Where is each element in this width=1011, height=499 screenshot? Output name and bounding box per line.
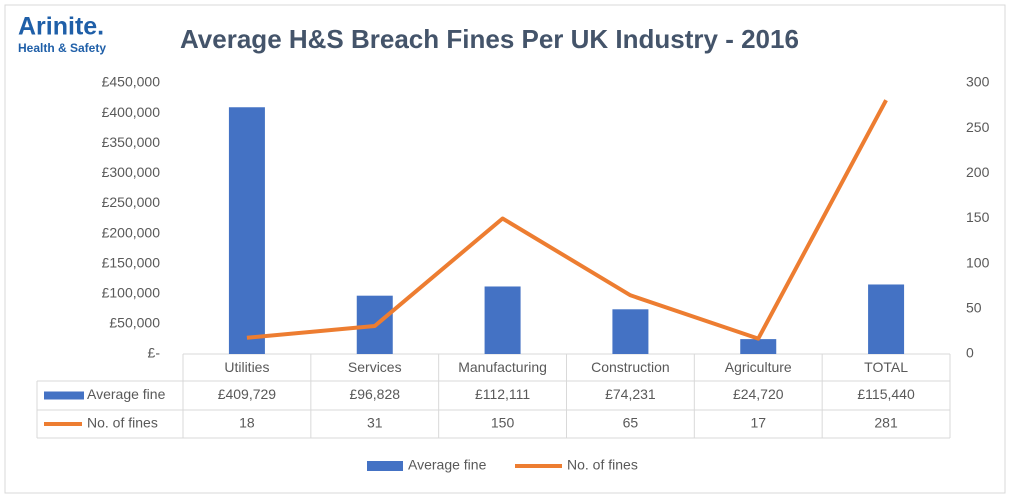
table-cell: £74,231 bbox=[605, 386, 656, 402]
chart-frame bbox=[4, 4, 1006, 494]
table-cell: £24,720 bbox=[733, 386, 784, 402]
chart-title: Average H&S Breach Fines Per UK Industry… bbox=[180, 24, 799, 54]
table-cell: 281 bbox=[874, 415, 898, 431]
table-cell: £115,440 bbox=[857, 386, 915, 402]
y-tick-label: £450,000 bbox=[102, 74, 161, 90]
logo-name: Arinite. bbox=[18, 13, 104, 41]
bar bbox=[612, 309, 649, 354]
y-tick-label: £150,000 bbox=[102, 254, 161, 270]
y-tick-label: £50,000 bbox=[109, 315, 160, 331]
bar bbox=[484, 286, 521, 354]
x-tick-label: Agriculture bbox=[725, 359, 792, 375]
x-tick-label: Services bbox=[348, 359, 402, 375]
x-tick-label: Construction bbox=[591, 359, 670, 375]
bar bbox=[868, 284, 905, 354]
table-cell: 18 bbox=[239, 415, 255, 431]
legend-label: No. of fines bbox=[567, 457, 638, 473]
y2-tick-label: 250 bbox=[966, 119, 990, 135]
y-tick-label: £100,000 bbox=[102, 284, 161, 300]
y-tick-label: £300,000 bbox=[102, 164, 161, 180]
table-key-bar bbox=[44, 391, 84, 400]
y2-tick-label: 200 bbox=[966, 164, 990, 180]
table-cell: 17 bbox=[750, 415, 766, 431]
table-cell: 65 bbox=[623, 415, 639, 431]
y2-tick-label: 100 bbox=[966, 254, 990, 270]
table-row-header: No. of fines bbox=[87, 415, 158, 431]
y2-tick-label: 300 bbox=[966, 74, 990, 90]
y-tick-label: £- bbox=[148, 345, 161, 361]
y-tick-label: £200,000 bbox=[102, 224, 161, 240]
table-cell: £112,111 bbox=[475, 386, 530, 402]
logo-tagline: Health & Safety bbox=[18, 41, 106, 55]
x-tick-label: Manufacturing bbox=[458, 359, 547, 375]
bar bbox=[740, 339, 777, 354]
table-row-header: Average fine bbox=[87, 386, 166, 402]
y-tick-label: £400,000 bbox=[102, 104, 161, 120]
x-tick-label: Utilities bbox=[224, 359, 269, 375]
table-cell: £409,729 bbox=[218, 386, 277, 402]
y2-tick-label: 0 bbox=[966, 345, 974, 361]
x-tick-label: TOTAL bbox=[864, 359, 908, 375]
table-cell: 31 bbox=[367, 415, 383, 431]
y-tick-label: £250,000 bbox=[102, 194, 161, 210]
table-cell: £96,828 bbox=[349, 386, 400, 402]
legend-label: Average fine bbox=[408, 457, 487, 473]
y2-tick-label: 50 bbox=[966, 300, 982, 316]
bar bbox=[228, 107, 265, 354]
y-tick-label: £350,000 bbox=[102, 134, 161, 150]
legend-key-bar bbox=[367, 461, 403, 471]
table-cell: 150 bbox=[491, 415, 515, 431]
y2-tick-label: 150 bbox=[966, 209, 990, 225]
line bbox=[246, 99, 888, 341]
